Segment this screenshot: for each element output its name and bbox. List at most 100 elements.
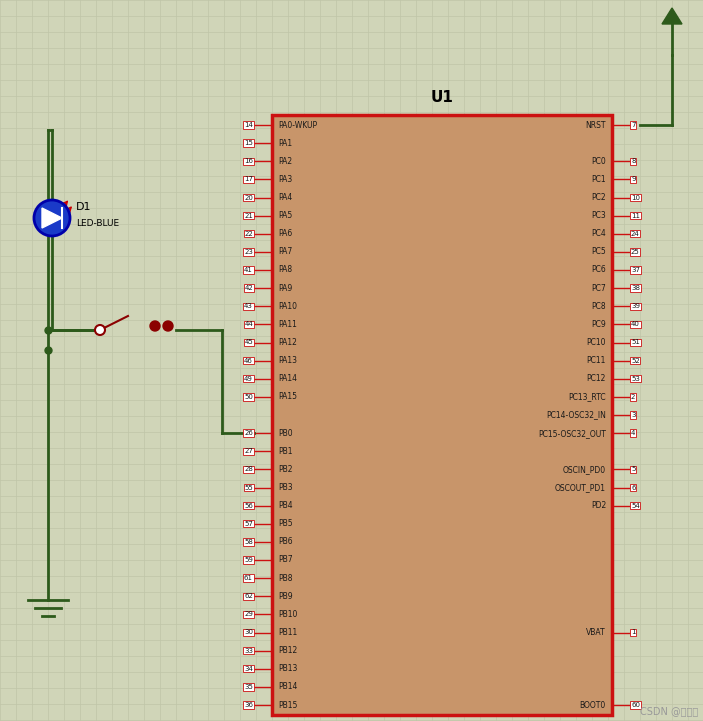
Text: OSCIN_PD0: OSCIN_PD0 [563, 465, 606, 474]
Text: PB10: PB10 [278, 610, 297, 619]
Text: 30: 30 [244, 629, 253, 635]
Text: PB6: PB6 [278, 537, 292, 547]
Text: 27: 27 [244, 448, 253, 454]
Text: 4: 4 [631, 430, 636, 436]
Text: 58: 58 [244, 539, 253, 545]
Text: PB5: PB5 [278, 519, 292, 528]
Text: 15: 15 [244, 140, 253, 146]
Text: PB9: PB9 [278, 592, 292, 601]
Text: 33: 33 [244, 647, 253, 654]
Text: PB15: PB15 [278, 701, 297, 709]
Text: 62: 62 [244, 593, 253, 599]
Bar [272, 115, 612, 715]
Text: 6: 6 [631, 485, 636, 490]
Text: PC4: PC4 [591, 229, 606, 238]
Text: PB14: PB14 [278, 682, 297, 691]
Text: PA11: PA11 [278, 320, 297, 329]
Text: 21: 21 [244, 213, 253, 218]
Text: CSDN @赵鸣对: CSDN @赵鸣对 [640, 706, 698, 716]
Text: 29: 29 [244, 611, 253, 617]
Text: LED-BLUE: LED-BLUE [76, 219, 119, 228]
Text: 9: 9 [631, 177, 636, 182]
Text: 25: 25 [631, 249, 640, 255]
Text: 57: 57 [244, 521, 253, 527]
Text: PA0-WKUP: PA0-WKUP [278, 120, 317, 130]
Text: PC3: PC3 [591, 211, 606, 220]
Text: 53: 53 [631, 376, 640, 381]
Text: 43: 43 [244, 304, 253, 309]
Text: PB12: PB12 [278, 646, 297, 655]
Circle shape [150, 321, 160, 331]
Text: PB1: PB1 [278, 447, 292, 456]
Text: 50: 50 [244, 394, 253, 400]
Text: PC6: PC6 [591, 265, 606, 275]
Text: 5: 5 [631, 466, 636, 472]
Text: 24: 24 [631, 231, 640, 236]
Text: PA3: PA3 [278, 175, 292, 184]
Text: PB4: PB4 [278, 501, 292, 510]
Text: PA9: PA9 [278, 283, 292, 293]
Text: 11: 11 [631, 213, 640, 218]
Text: PA4: PA4 [278, 193, 292, 202]
Text: BOOT0: BOOT0 [580, 701, 606, 709]
Text: 7: 7 [631, 122, 636, 128]
Text: 45: 45 [244, 340, 253, 345]
Text: OSCOUT_PD1: OSCOUT_PD1 [555, 483, 606, 492]
Text: 59: 59 [244, 557, 253, 563]
Text: PA5: PA5 [278, 211, 292, 220]
Text: VBAT: VBAT [586, 628, 606, 637]
Text: U1: U1 [430, 90, 453, 105]
Text: 22: 22 [244, 231, 253, 236]
Text: PC2: PC2 [591, 193, 606, 202]
Text: PC11: PC11 [586, 356, 606, 365]
Text: PB0: PB0 [278, 428, 292, 438]
Text: 14: 14 [244, 122, 253, 128]
Text: PC14-OSC32_IN: PC14-OSC32_IN [546, 410, 606, 420]
Text: 51: 51 [631, 340, 640, 345]
Text: PA8: PA8 [278, 265, 292, 275]
Text: 28: 28 [244, 466, 253, 472]
Text: PC0: PC0 [591, 156, 606, 166]
Text: PA6: PA6 [278, 229, 292, 238]
Text: PB11: PB11 [278, 628, 297, 637]
Text: PA1: PA1 [278, 138, 292, 148]
Text: PC5: PC5 [591, 247, 606, 257]
Text: NRST: NRST [586, 120, 606, 130]
Text: PA12: PA12 [278, 338, 297, 347]
Circle shape [95, 325, 105, 335]
Text: PA7: PA7 [278, 247, 292, 257]
Text: 38: 38 [631, 285, 640, 291]
Text: PB7: PB7 [278, 555, 292, 565]
Text: PA2: PA2 [278, 156, 292, 166]
Text: 52: 52 [631, 358, 640, 363]
Text: 8: 8 [631, 158, 636, 164]
Circle shape [34, 200, 70, 236]
Text: 55: 55 [244, 485, 253, 490]
Text: 23: 23 [244, 249, 253, 255]
Text: 2: 2 [631, 394, 636, 400]
Text: 36: 36 [244, 702, 253, 708]
Text: 61: 61 [244, 575, 253, 581]
Text: 37: 37 [631, 267, 640, 273]
Text: PB13: PB13 [278, 664, 297, 673]
Text: 44: 44 [244, 322, 253, 327]
Text: 56: 56 [244, 503, 253, 508]
Text: 49: 49 [244, 376, 253, 381]
Text: PA10: PA10 [278, 302, 297, 311]
Text: PA14: PA14 [278, 374, 297, 384]
Polygon shape [42, 208, 62, 228]
Text: 54: 54 [631, 503, 640, 508]
Text: 41: 41 [244, 267, 253, 273]
Text: 35: 35 [244, 684, 253, 690]
Text: D1: D1 [76, 202, 91, 212]
Text: PC7: PC7 [591, 283, 606, 293]
Text: 34: 34 [244, 665, 253, 672]
Text: 1: 1 [631, 629, 636, 635]
Text: 60: 60 [631, 702, 640, 708]
Text: 26: 26 [244, 430, 253, 436]
Circle shape [163, 321, 173, 331]
Text: PA15: PA15 [278, 392, 297, 402]
Text: 20: 20 [244, 195, 253, 200]
Text: PD2: PD2 [591, 501, 606, 510]
Text: 17: 17 [244, 177, 253, 182]
